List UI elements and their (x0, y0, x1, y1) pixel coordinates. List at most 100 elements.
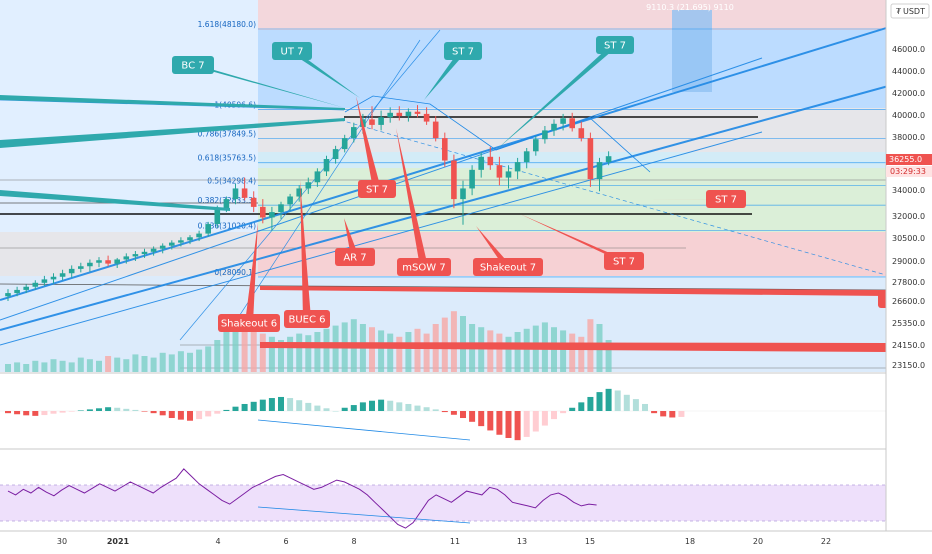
volume-bar (569, 333, 576, 372)
macd-bar (359, 402, 366, 411)
macd-bar (678, 411, 685, 417)
candle (150, 246, 157, 256)
candle (96, 257, 102, 268)
volume-bar (387, 333, 394, 372)
volume-bar (423, 333, 430, 372)
volume-bar (505, 336, 512, 372)
candle (323, 155, 330, 177)
fib-level-label: 0(28090.1) (214, 268, 256, 277)
currency-badge[interactable]: ₮ USDT (890, 3, 930, 19)
volume-bar (23, 364, 30, 372)
macd-bar (14, 411, 21, 415)
candle (396, 106, 403, 121)
macd-bar (196, 411, 203, 420)
time-tick-label: 6 (283, 537, 288, 546)
measure-box[interactable] (672, 10, 712, 92)
macd-bar (605, 388, 612, 411)
price-tick-label: 34000.0 (892, 186, 925, 195)
candle (341, 134, 348, 153)
candle (551, 119, 557, 136)
left-gray-zone (0, 232, 258, 276)
macd-bar (614, 390, 621, 411)
fib-blue-zone (258, 30, 886, 108)
callout[interactable]: ST 7 (496, 36, 634, 150)
price-axis[interactable] (886, 0, 932, 531)
callout[interactable]: Shakeout 7 (473, 226, 543, 276)
price-tick-label: 27800.0 (892, 278, 925, 287)
macd-bar (214, 411, 221, 414)
price-tick-label: 26600.0 (892, 297, 925, 306)
callout[interactable]: BC 7 (172, 56, 345, 108)
macd-bar (296, 400, 303, 411)
macd-bar (441, 411, 448, 413)
price-tick-label: 38000.0 (892, 133, 925, 142)
price-tick-label: 29000.0 (892, 257, 925, 266)
macd-bar (96, 408, 102, 411)
candle (68, 265, 75, 278)
macd-bar (587, 396, 594, 411)
time-axis[interactable]: 30 2021 4 6 8 11 13 15 18 20 22 (57, 537, 831, 546)
candle (514, 157, 521, 180)
price-tick-label: 46000.0 (892, 45, 925, 54)
macd-bar (105, 407, 112, 411)
candle (405, 108, 412, 122)
callout[interactable]: BUEC 6 (284, 180, 330, 328)
callout-label: BC 7 (181, 61, 204, 72)
callout[interactable]: ST 7 (590, 190, 746, 208)
candle (287, 193, 293, 211)
callout[interactable]: UT 7 (272, 42, 360, 98)
candle (296, 185, 302, 202)
macd-bar (469, 411, 476, 422)
volume-bar (378, 330, 385, 372)
macd-bar (150, 411, 157, 414)
macd-bar (405, 403, 412, 411)
candle (578, 121, 585, 142)
macd-bar (232, 406, 239, 411)
fib-level-label: 1.618(48180.0) (198, 20, 256, 29)
candle (378, 110, 384, 131)
volume-bar (523, 328, 530, 372)
macd-pane[interactable] (0, 373, 886, 448)
candle (205, 221, 211, 237)
bar-countdown: 03:29:33 (890, 167, 926, 176)
volume-bar (332, 325, 339, 372)
volume-bar (168, 354, 175, 372)
price-axis-labels: 46000.044000.042000.040000.038000.036000… (886, 45, 932, 370)
volume-bar (369, 327, 375, 372)
volume-bar (223, 332, 230, 372)
currency-symbol: ₮ (896, 7, 902, 16)
candle (560, 113, 566, 131)
callout[interactable]: Shakeout 6 (218, 222, 280, 332)
candle (196, 230, 202, 242)
callout[interactable]: ST 7 (520, 214, 644, 270)
candle (469, 165, 475, 196)
callout[interactable]: AR 7 (335, 218, 375, 266)
volume-bar (259, 333, 266, 372)
macd-bar (32, 411, 39, 416)
price-tick-label: 23150.0 (892, 361, 925, 370)
macd-bar (287, 398, 294, 411)
volume-bar (605, 340, 612, 372)
candle (5, 289, 11, 301)
volume-bar (287, 336, 294, 372)
price-tick-label: 25350.0 (892, 319, 925, 328)
volume-bar (232, 327, 239, 372)
candle (78, 262, 84, 273)
callout[interactable]: ST 7 (356, 96, 396, 198)
volume-bar (196, 349, 203, 372)
candle (505, 165, 512, 189)
callout[interactable]: mSOW 7 (396, 128, 451, 276)
macd-bar (642, 403, 648, 411)
candle (241, 177, 248, 201)
macd-bar (396, 402, 403, 411)
callout[interactable]: ST 7 (424, 42, 482, 100)
volume-bar (41, 362, 48, 372)
volume-bar (177, 351, 184, 372)
macd-bar (241, 403, 248, 411)
candle (269, 206, 275, 231)
candle (141, 248, 148, 258)
candlesticks (5, 105, 612, 301)
macd-bar (305, 402, 312, 411)
